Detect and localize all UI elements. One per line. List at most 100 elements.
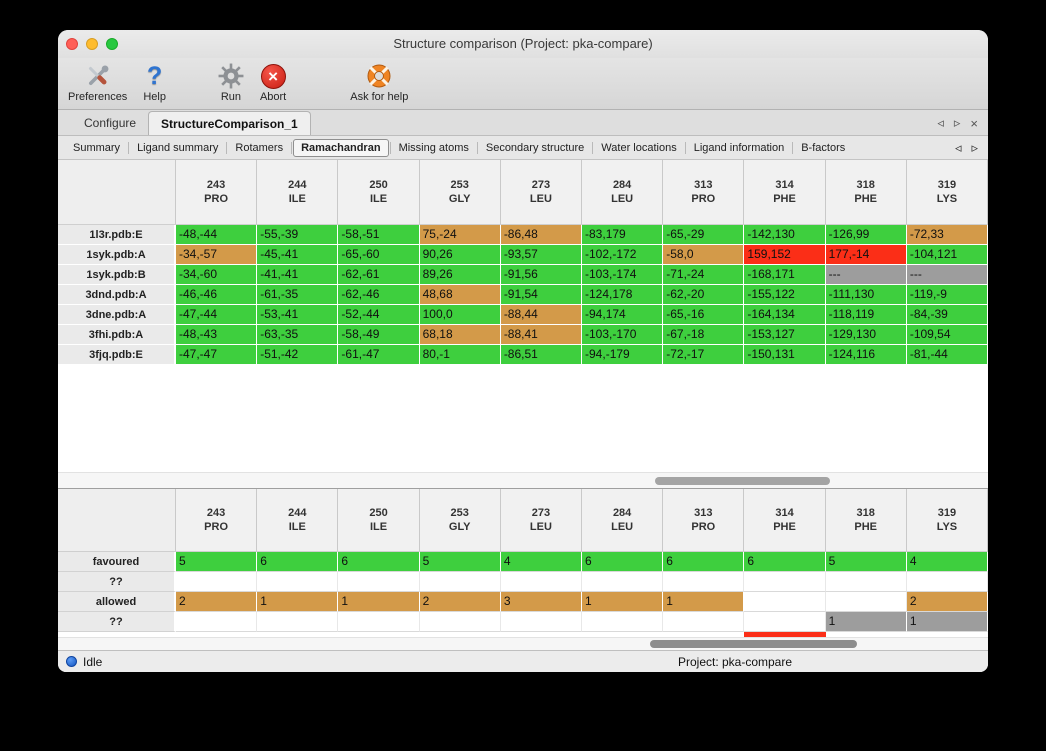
table-cell[interactable]: -104,121 xyxy=(906,245,988,265)
table-cell[interactable] xyxy=(500,572,583,592)
subtab-ligand-information[interactable]: Ligand information xyxy=(693,141,785,154)
table-cell[interactable]: -55,-39 xyxy=(257,225,339,245)
table-cell[interactable]: -51,-42 xyxy=(257,345,339,365)
table-cell[interactable] xyxy=(582,572,664,592)
row-label[interactable]: 1syk.pdb:B xyxy=(58,265,176,285)
table-cell[interactable]: 1 xyxy=(338,592,420,612)
table-cell[interactable] xyxy=(663,572,745,592)
table-cell[interactable]: -102,-172 xyxy=(582,245,664,265)
table-cell[interactable]: -142,130 xyxy=(744,225,826,245)
column-header[interactable]: 319 LYS xyxy=(907,160,988,224)
table-cell[interactable]: -150,131 xyxy=(744,345,826,365)
table-cell[interactable]: -84,-39 xyxy=(906,305,988,325)
table-cell[interactable]: 5 xyxy=(419,552,501,572)
table-cell[interactable]: -34,-57 xyxy=(176,245,258,265)
table-cell[interactable]: 1 xyxy=(663,592,745,612)
table-cell[interactable]: -58,-49 xyxy=(338,325,420,345)
horizontal-scrollbar[interactable] xyxy=(58,637,988,650)
ask-for-help-button[interactable]: Ask for help xyxy=(350,61,408,103)
table-cell[interactable]: -47,-44 xyxy=(176,305,258,325)
abort-button[interactable]: × Abort xyxy=(260,61,286,103)
table-cell[interactable]: -62,-20 xyxy=(663,285,745,305)
table-cell[interactable]: 1 xyxy=(582,592,664,612)
table-cell[interactable]: 6 xyxy=(257,552,339,572)
table-cell[interactable]: -72,-17 xyxy=(663,345,745,365)
table-cell[interactable]: -46,-46 xyxy=(176,285,258,305)
table-cell[interactable]: -111,130 xyxy=(825,285,907,305)
table-cell[interactable]: -53,-41 xyxy=(257,305,339,325)
table-cell[interactable]: --- xyxy=(825,265,907,285)
column-header[interactable]: 314 PHE xyxy=(744,160,826,224)
table-cell[interactable]: 5 xyxy=(825,552,907,572)
tab-structurecomparison-1[interactable]: StructureComparison_1 xyxy=(148,111,311,135)
table-cell[interactable]: 1 xyxy=(906,612,988,632)
table-cell[interactable]: -61,-47 xyxy=(338,345,420,365)
table-cell[interactable]: -118,119 xyxy=(825,305,907,325)
table-cell[interactable]: -88,44 xyxy=(500,305,583,325)
tab-scroll-left-icon[interactable]: ◃ xyxy=(937,115,944,130)
column-header[interactable]: 243 PRO xyxy=(176,160,258,224)
column-header[interactable]: 244 ILE xyxy=(257,160,339,224)
scrollbar-thumb[interactable] xyxy=(650,640,857,648)
table-cell[interactable]: 90,26 xyxy=(419,245,501,265)
table-cell[interactable]: -72,33 xyxy=(906,225,988,245)
subtab-rotamers[interactable]: Rotamers xyxy=(235,141,284,154)
table-cell[interactable] xyxy=(500,612,583,632)
column-header[interactable]: 284 LEU xyxy=(582,160,664,224)
table-cell[interactable] xyxy=(176,612,258,632)
table-cell[interactable]: -81,-44 xyxy=(906,345,988,365)
table-cell[interactable]: -62,-46 xyxy=(338,285,420,305)
table-cell[interactable]: -65,-16 xyxy=(663,305,745,325)
column-header[interactable]: 313 PRO xyxy=(663,489,745,551)
column-header[interactable]: 244 ILE xyxy=(257,489,339,551)
table-cell[interactable] xyxy=(825,632,907,638)
table-cell[interactable] xyxy=(257,572,339,592)
column-header[interactable]: 253 GLY xyxy=(420,489,501,551)
table-cell[interactable] xyxy=(825,572,907,592)
table-cell[interactable] xyxy=(338,632,420,638)
column-header[interactable]: 250 ILE xyxy=(338,489,420,551)
table-cell[interactable]: 80,-1 xyxy=(419,345,501,365)
minimize-button[interactable] xyxy=(86,38,98,50)
subtab-scroll-left-icon[interactable]: ◃ xyxy=(954,140,962,155)
table-cell[interactable]: -65,-29 xyxy=(663,225,745,245)
scrollbar-thumb[interactable] xyxy=(655,477,830,485)
table-cell[interactable]: 6 xyxy=(582,552,664,572)
tab-scroll-right-icon[interactable]: ▹ xyxy=(953,115,961,130)
table-cell[interactable]: -153,127 xyxy=(744,325,826,345)
table-cell[interactable]: -155,122 xyxy=(744,285,826,305)
table-cell[interactable]: -83,179 xyxy=(582,225,664,245)
table-cell[interactable]: 3 xyxy=(500,592,583,612)
table-cell[interactable]: -91,54 xyxy=(500,285,583,305)
table-cell[interactable]: 4 xyxy=(906,552,988,572)
table-cell[interactable]: -124,178 xyxy=(582,285,664,305)
table-cell[interactable] xyxy=(744,612,826,632)
row-label[interactable]: allowed xyxy=(58,592,176,612)
subtab-water-locations[interactable]: Water locations xyxy=(601,141,677,154)
close-button[interactable] xyxy=(66,38,78,50)
table-cell[interactable] xyxy=(663,632,745,638)
column-header[interactable]: 318 PHE xyxy=(826,489,907,551)
row-label[interactable]: ?? xyxy=(58,572,176,592)
table-cell[interactable]: --- xyxy=(906,265,988,285)
table-cell[interactable]: 6 xyxy=(663,552,745,572)
table-cell[interactable] xyxy=(257,632,339,638)
table-cell[interactable]: -88,41 xyxy=(500,325,583,345)
tab-configure[interactable]: Configure xyxy=(84,116,137,130)
tab-close-icon[interactable]: × xyxy=(970,115,978,131)
table-cell[interactable]: 6 xyxy=(338,552,420,572)
table-cell[interactable] xyxy=(744,632,826,638)
table-cell[interactable]: -94,174 xyxy=(582,305,664,325)
subtab-ligand-summary[interactable]: Ligand summary xyxy=(137,141,219,154)
table-cell[interactable]: -119,-9 xyxy=(906,285,988,305)
table-cell[interactable] xyxy=(744,572,826,592)
table-cell[interactable]: 68,18 xyxy=(419,325,501,345)
column-header[interactable]: 319 LYS xyxy=(907,489,988,551)
table-cell[interactable]: -47,-47 xyxy=(176,345,258,365)
table-cell[interactable] xyxy=(663,612,745,632)
table-cell[interactable] xyxy=(744,592,826,612)
column-header[interactable]: 273 LEU xyxy=(501,489,583,551)
table-cell[interactable]: 177,-14 xyxy=(825,245,907,265)
horizontal-scrollbar[interactable] xyxy=(58,472,988,488)
subtab-secondary-structure[interactable]: Secondary structure xyxy=(485,141,585,154)
